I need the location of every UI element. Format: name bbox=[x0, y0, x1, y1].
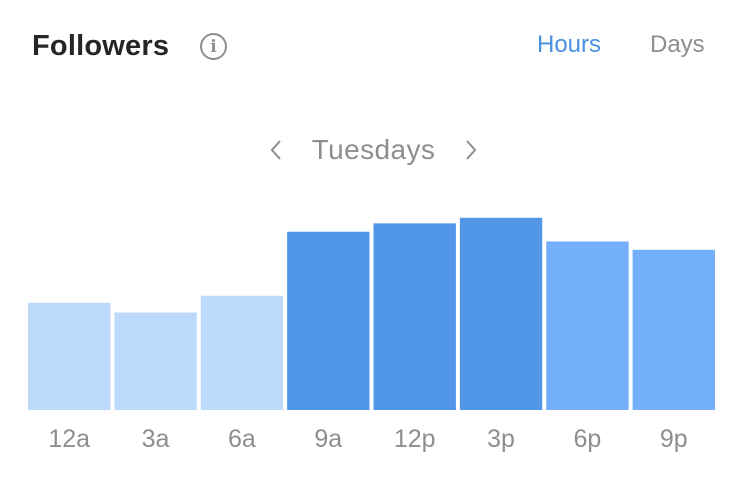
bar-3p[interactable] bbox=[459, 217, 543, 410]
day-navigator: Tuesdays bbox=[0, 130, 747, 170]
x-tick-label: 9a bbox=[314, 425, 342, 453]
bar-9p[interactable] bbox=[632, 249, 715, 410]
bar-12p[interactable] bbox=[373, 223, 456, 410]
x-tick-label: 12a bbox=[48, 425, 90, 453]
bar-6p[interactable] bbox=[546, 241, 629, 410]
x-tick-label: 6p bbox=[574, 425, 602, 453]
x-tick-label: 12p bbox=[394, 425, 436, 453]
page-title: Followers bbox=[32, 30, 170, 62]
bar-12a[interactable] bbox=[28, 302, 111, 410]
chevron-left-icon[interactable] bbox=[262, 136, 290, 164]
x-tick-label: 6a bbox=[228, 425, 256, 453]
x-tick-label: 3p bbox=[487, 425, 515, 453]
tab-days[interactable]: Days bbox=[650, 31, 705, 58]
bar-3a[interactable] bbox=[114, 312, 197, 411]
info-icon[interactable]: i bbox=[200, 33, 227, 60]
x-tick-label: 3a bbox=[142, 425, 170, 453]
x-tick-label: 9p bbox=[660, 425, 688, 453]
day-label: Tuesdays bbox=[311, 134, 436, 165]
bar-6a[interactable] bbox=[200, 295, 284, 410]
chevron-right-icon[interactable] bbox=[457, 136, 485, 164]
tab-hours[interactable]: Hours bbox=[537, 31, 602, 58]
bar-9a[interactable] bbox=[287, 231, 370, 410]
